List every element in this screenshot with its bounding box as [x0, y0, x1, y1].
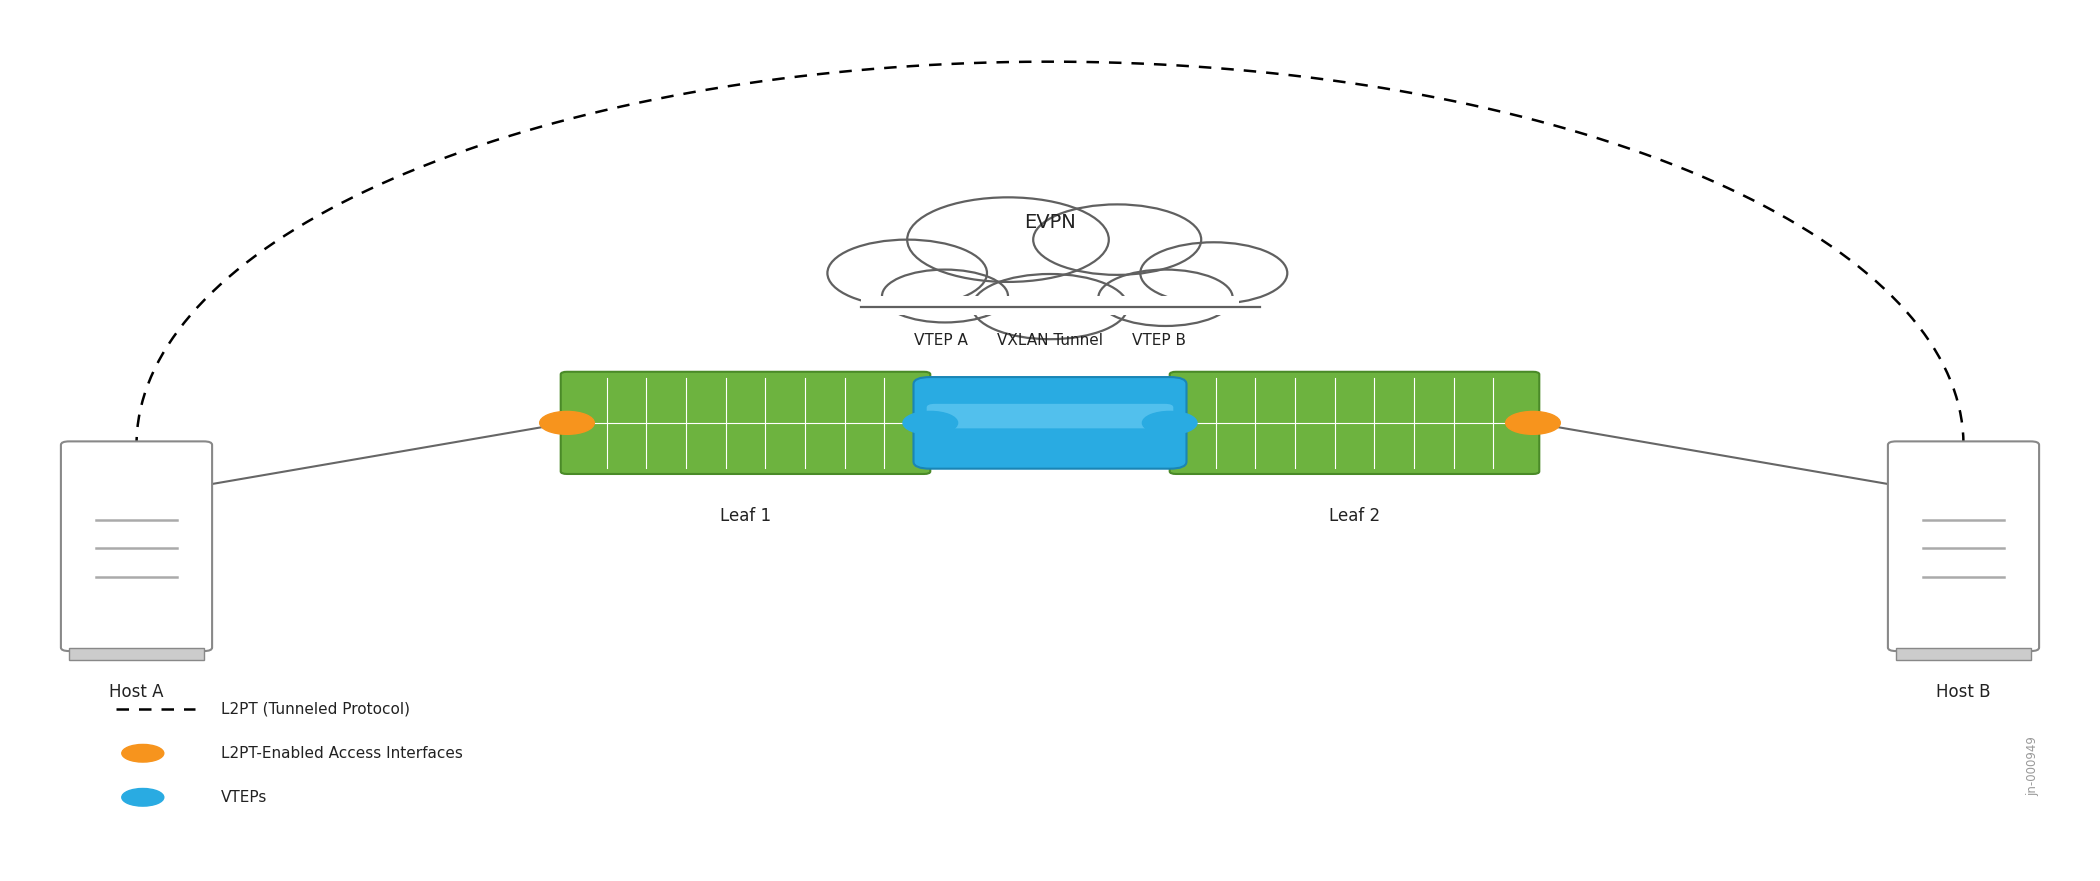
Circle shape	[827, 240, 987, 307]
Text: VTEP A: VTEP A	[914, 333, 968, 348]
Text: Host A: Host A	[109, 683, 164, 700]
Text: jn-000949: jn-000949	[2026, 737, 2039, 796]
Text: L2PT (Tunneled Protocol): L2PT (Tunneled Protocol)	[220, 701, 410, 717]
FancyBboxPatch shape	[1170, 372, 1539, 474]
Circle shape	[1140, 242, 1287, 304]
FancyBboxPatch shape	[1888, 441, 2039, 651]
FancyBboxPatch shape	[61, 441, 212, 651]
Circle shape	[122, 744, 164, 762]
Text: VTEPs: VTEPs	[220, 789, 267, 805]
Circle shape	[827, 240, 987, 307]
FancyBboxPatch shape	[914, 377, 1186, 469]
Circle shape	[907, 197, 1109, 282]
Circle shape	[903, 411, 958, 434]
FancyBboxPatch shape	[861, 296, 1239, 315]
FancyBboxPatch shape	[827, 197, 1287, 311]
Circle shape	[1098, 270, 1233, 326]
Text: Leaf 1: Leaf 1	[720, 507, 771, 524]
Text: Leaf 2: Leaf 2	[1329, 507, 1380, 524]
Text: Host B: Host B	[1936, 683, 1991, 700]
Circle shape	[907, 197, 1109, 282]
Circle shape	[972, 274, 1128, 339]
Text: EVPN: EVPN	[1025, 212, 1075, 232]
Text: VXLAN Tunnel: VXLAN Tunnel	[998, 333, 1102, 348]
Circle shape	[882, 270, 1008, 322]
Circle shape	[1140, 242, 1287, 304]
FancyBboxPatch shape	[69, 648, 204, 660]
Circle shape	[540, 411, 594, 434]
FancyBboxPatch shape	[926, 403, 1174, 428]
Text: L2PT-Enabled Access Interfaces: L2PT-Enabled Access Interfaces	[220, 745, 462, 761]
Circle shape	[1033, 204, 1201, 275]
Text: VTEP B: VTEP B	[1132, 333, 1186, 348]
FancyBboxPatch shape	[561, 372, 930, 474]
Circle shape	[882, 270, 1008, 322]
Circle shape	[122, 788, 164, 806]
Circle shape	[972, 274, 1128, 339]
Circle shape	[1142, 411, 1197, 434]
Circle shape	[1506, 411, 1560, 434]
FancyBboxPatch shape	[1896, 648, 2031, 660]
Circle shape	[1098, 270, 1233, 326]
Circle shape	[1033, 204, 1201, 275]
